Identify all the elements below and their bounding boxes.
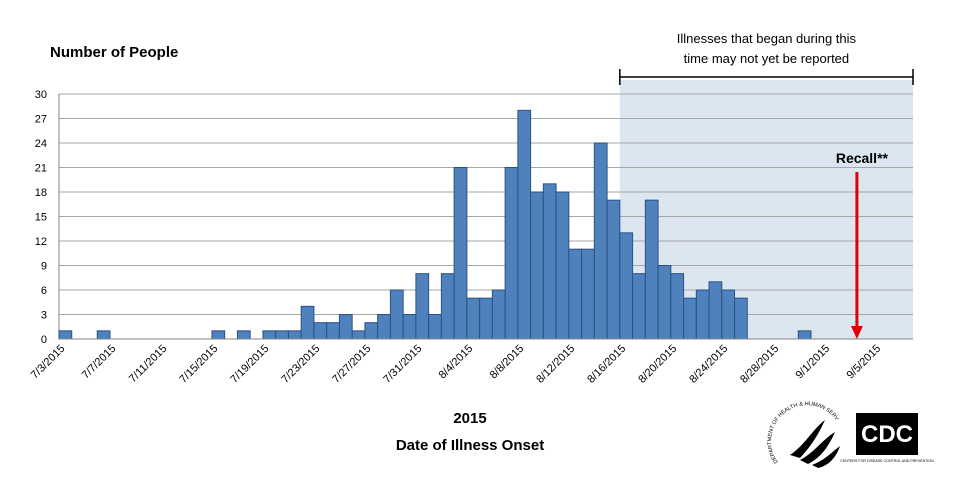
hhs-eagle: [790, 420, 840, 468]
y-tick-label: 27: [35, 114, 47, 126]
bar: [581, 248, 595, 340]
bar: [632, 273, 646, 340]
bar: [568, 248, 583, 340]
bar: [428, 314, 442, 340]
y-tick-label: 6: [41, 285, 47, 297]
bar: [377, 314, 391, 340]
recall-label: Recall**: [836, 150, 889, 166]
recall-arrowhead: [850, 326, 863, 339]
bar: [708, 281, 723, 340]
bar: [326, 322, 340, 340]
bar: [338, 314, 353, 340]
y-tick-label: 18: [35, 187, 47, 199]
annotation-text: Illnesses that began during this: [677, 31, 857, 46]
bar: [440, 273, 455, 340]
bar: [734, 297, 748, 340]
bar: [517, 109, 532, 340]
bar: [683, 297, 697, 340]
chart-title: Number of People: [50, 44, 178, 61]
bar: [479, 297, 493, 340]
bar: [466, 297, 481, 340]
bar: [530, 191, 544, 340]
annotation-bracket: [619, 69, 914, 85]
x-axis-year: 2015: [453, 410, 486, 427]
bar: [211, 330, 226, 340]
bar: [797, 330, 812, 340]
cdc-logo: CDC CENTERS FOR DISEASE CONTROL AND PREV…: [840, 413, 934, 463]
y-tick-label: 15: [35, 212, 47, 224]
bar: [504, 167, 519, 340]
bar: [58, 330, 73, 340]
y-tick-label: 12: [35, 236, 47, 248]
bar: [695, 289, 710, 340]
bar: [593, 142, 608, 340]
bar: [300, 305, 315, 340]
bar: [453, 167, 468, 340]
y-tick-label: 21: [35, 163, 47, 175]
bar: [555, 191, 570, 340]
cdc-text: CDC: [861, 421, 913, 448]
bar: [657, 265, 672, 340]
bar: [415, 273, 430, 340]
bar: [262, 330, 277, 340]
bar: [619, 232, 634, 340]
bar: [364, 322, 379, 340]
bar: [236, 330, 251, 340]
bar: [542, 183, 557, 340]
bar: [96, 330, 111, 340]
y-tick-label: 9: [41, 261, 47, 273]
y-tick-label: 30: [35, 89, 47, 101]
cdc-subtext: CENTERS FOR DISEASE CONTROL AND PREVENTI…: [840, 459, 934, 463]
bar: [644, 199, 659, 340]
y-tick-label: 3: [41, 310, 47, 322]
bar: [402, 314, 417, 340]
bar: [389, 289, 404, 340]
bar: [351, 330, 366, 340]
bar: [491, 289, 506, 340]
bar: [721, 289, 736, 340]
y-tick-label: 0: [41, 334, 47, 346]
cdc-box: [856, 413, 918, 455]
annotation-text: time may not yet be reported: [684, 51, 849, 66]
bar: [313, 322, 328, 340]
bar: [606, 199, 621, 340]
bar: [287, 330, 302, 340]
x-axis-title: Date of Illness Onset: [396, 437, 544, 454]
bar: [275, 330, 289, 340]
bar: [670, 273, 685, 340]
y-tick-label: 24: [35, 138, 47, 150]
